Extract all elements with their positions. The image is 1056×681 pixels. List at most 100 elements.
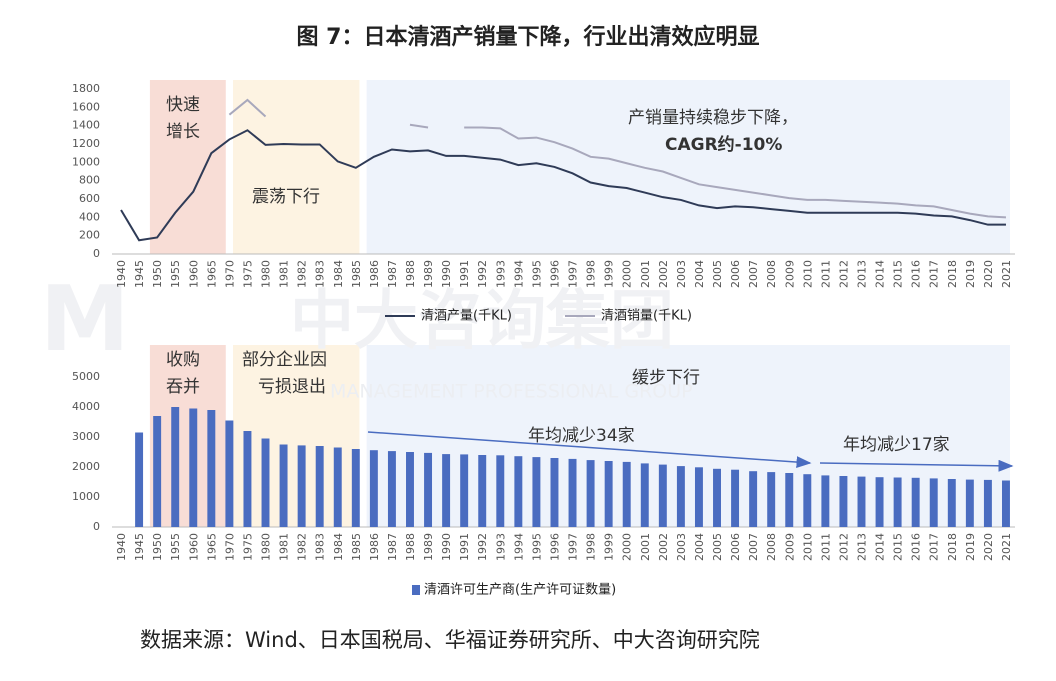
bar xyxy=(297,445,306,527)
y-tick-label: 4000 xyxy=(72,400,100,413)
x-tick-label: 2019 xyxy=(964,533,977,561)
bar xyxy=(225,420,234,527)
bar xyxy=(424,452,433,527)
x-tick-label: 1998 xyxy=(585,533,598,561)
bar xyxy=(1001,480,1010,527)
x-tick-label: 2013 xyxy=(855,260,868,288)
y-tick-label: 2000 xyxy=(72,460,100,473)
x-tick-label: 2018 xyxy=(946,260,959,288)
x-tick-label: 1980 xyxy=(260,260,273,288)
bar xyxy=(875,477,884,527)
x-tick-label: 1990 xyxy=(440,533,453,561)
bar xyxy=(568,458,577,527)
bar xyxy=(586,460,595,527)
source: 数据来源：Wind、日本国税局、华福证券研究所、中大咨询研究院 xyxy=(140,628,760,652)
x-tick-label: 1983 xyxy=(314,260,327,288)
x-tick-label: 2003 xyxy=(675,260,688,288)
x-tick-label: 1940 xyxy=(115,260,128,288)
y-tick-label: 600 xyxy=(79,192,100,205)
x-tick-label: 2020 xyxy=(982,533,995,561)
x-tick-label: 1960 xyxy=(187,533,200,561)
x-tick-label: 2021 xyxy=(1000,260,1013,288)
y-tick-label: 1600 xyxy=(72,100,100,113)
shade xyxy=(149,80,226,254)
x-tick-label: 2007 xyxy=(747,260,760,288)
line xyxy=(228,98,1007,219)
legend-label: 清酒许可生产商(生产许可证数量) xyxy=(424,583,616,598)
bar xyxy=(857,476,866,527)
bar xyxy=(406,452,414,527)
x-tick-label: 1980 xyxy=(260,533,273,561)
x-tick-label: 1988 xyxy=(404,533,417,561)
x-tick-label: 2004 xyxy=(693,260,706,288)
x-tick-label: 1999 xyxy=(603,533,616,561)
y-tick-label: 1000 xyxy=(72,490,100,503)
x-tick-label: 1994 xyxy=(512,533,525,561)
x-tick-label: 2002 xyxy=(657,260,670,288)
annotation: 震荡下行 xyxy=(252,187,320,207)
x-tick-label: 2012 xyxy=(837,533,850,561)
x-tick-label: 1984 xyxy=(332,260,345,288)
bar xyxy=(640,463,649,527)
x-tick-label: 1975 xyxy=(241,260,254,288)
y-tick-label: 200 xyxy=(79,229,100,242)
x-tick-label: 2015 xyxy=(892,533,905,561)
x-tick-label: 2018 xyxy=(946,533,959,561)
bar xyxy=(550,458,559,527)
bar xyxy=(189,408,198,527)
x-tick-label: 1997 xyxy=(567,533,580,561)
x-tick-label: 1983 xyxy=(314,533,327,561)
x-tick-label: 1992 xyxy=(476,533,489,561)
x-tick-label: 2019 xyxy=(964,260,977,288)
x-tick-label: 2000 xyxy=(621,260,634,288)
annotation: 收购 xyxy=(166,350,200,370)
x-tick-label: 1960 xyxy=(187,260,200,288)
bar xyxy=(604,461,613,527)
legend-swatch xyxy=(412,585,420,595)
x-tick-label: 2014 xyxy=(874,260,887,288)
annotation: 缓步下行 xyxy=(632,368,700,388)
backgrounds xyxy=(149,80,1010,527)
x-tick-label: 1955 xyxy=(169,260,182,288)
x-tick-label: 1993 xyxy=(494,260,507,288)
x-tick-label: 2021 xyxy=(1000,533,1013,561)
x-tick-label: 1996 xyxy=(548,533,561,561)
bar xyxy=(153,416,162,527)
bar xyxy=(207,410,216,527)
x-tick-label: 1955 xyxy=(169,533,182,561)
watermark: 中大咨询集团 xyxy=(290,285,674,359)
bar xyxy=(261,438,270,527)
x-tick-label: 1992 xyxy=(476,260,489,288)
x-tick-label: 1987 xyxy=(386,533,399,561)
bar xyxy=(622,461,631,527)
x-tick-label: 1999 xyxy=(603,260,616,288)
annotation: 年均减少34家 xyxy=(528,426,635,446)
shade xyxy=(366,80,1010,254)
bar xyxy=(965,479,974,527)
x-tick-label: 2005 xyxy=(711,260,724,288)
x-tick-label: 1986 xyxy=(368,533,381,561)
y-tick-label: 1000 xyxy=(72,155,100,168)
bar xyxy=(785,473,794,527)
bar xyxy=(821,475,830,527)
bar xyxy=(893,477,902,527)
bar xyxy=(731,469,740,527)
bar xyxy=(387,451,396,527)
x-tick-label: 2012 xyxy=(837,260,850,288)
x-tick-label: 2010 xyxy=(801,533,814,561)
bar xyxy=(279,444,288,527)
x-tick-label: 2017 xyxy=(928,260,941,288)
x-tick-label: 1993 xyxy=(494,533,507,561)
bar xyxy=(713,468,721,527)
annotation: 部分企业因 xyxy=(242,350,327,370)
bar xyxy=(929,478,938,527)
y-tick-label: 1400 xyxy=(72,119,100,132)
x-tick-label: 1991 xyxy=(458,533,471,561)
x-tick-label: 1982 xyxy=(296,533,309,561)
bar xyxy=(460,454,469,527)
annotation: 快速 xyxy=(166,95,200,115)
annotation: CAGR约-10% xyxy=(665,134,782,155)
bar xyxy=(983,479,992,527)
y-tick-label: 3000 xyxy=(72,430,100,443)
